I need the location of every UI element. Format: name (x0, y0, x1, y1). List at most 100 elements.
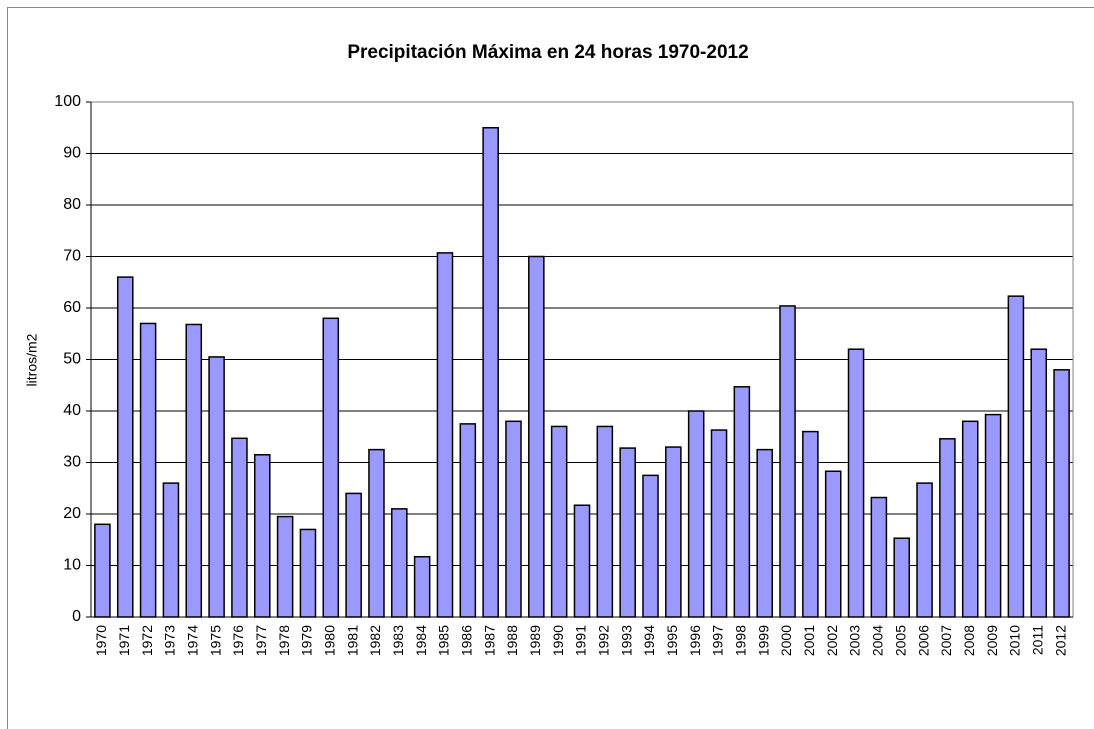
y-tick-label: 20 (63, 505, 81, 522)
bar (802, 430, 819, 618)
bar (299, 528, 317, 618)
y-tick-label: 0 (72, 608, 81, 625)
bar (847, 348, 865, 618)
bar (961, 420, 979, 618)
bar (710, 429, 728, 618)
y-tick-label: 70 (63, 248, 81, 265)
x-tick-label: 1970 (93, 625, 109, 656)
x-tick-label: 1984 (413, 625, 429, 656)
bar (939, 438, 956, 618)
x-tick-label: 1997 (710, 625, 726, 656)
bar (824, 470, 842, 618)
x-tick-label: 2000 (778, 625, 794, 656)
x-tick-label: 1994 (641, 625, 657, 656)
bar (231, 437, 248, 618)
x-tick-label: 1979 (299, 625, 315, 656)
y-tick-label: 100 (54, 93, 81, 110)
bar (1030, 348, 1048, 618)
x-tick-label: 2011 (1029, 625, 1045, 655)
x-tick-label: 1974 (184, 625, 200, 656)
bar (505, 420, 522, 618)
bar (413, 555, 431, 618)
x-tick-label: 1972 (139, 625, 155, 656)
bar (162, 482, 180, 618)
y-tick-label: 50 (63, 351, 81, 368)
x-tick-label: 1971 (116, 625, 132, 656)
bar (368, 448, 385, 618)
chart-title: Precipitación Máxima en 24 horas 1970-20… (347, 42, 748, 63)
bar (756, 448, 773, 618)
bar (482, 127, 499, 618)
bar (116, 276, 134, 618)
bar (779, 305, 796, 618)
x-tick-label: 2012 (1052, 625, 1068, 656)
x-tick-label: 2005 (892, 625, 908, 656)
x-tick-label: 1982 (367, 625, 383, 656)
bar (870, 496, 888, 618)
x-tick-label: 1987 (481, 625, 497, 656)
bar (916, 482, 933, 618)
x-tick-label: 1973 (162, 625, 178, 656)
bar (1053, 369, 1070, 618)
x-tick-label: 2001 (801, 625, 817, 656)
x-tick-label: 1998 (733, 625, 749, 656)
bar (391, 508, 408, 618)
y-axis-label: litros/m2 (24, 333, 40, 386)
x-tick-label: 1999 (755, 625, 771, 656)
bar (665, 446, 682, 618)
x-tick-label: 2010 (1007, 625, 1023, 656)
x-tick-label: 1980 (321, 625, 337, 656)
x-tick-label: 1989 (527, 625, 543, 656)
x-tick-label: 1976 (230, 625, 246, 656)
bar (687, 410, 705, 618)
x-tick-label: 1988 (504, 625, 520, 656)
bar (322, 317, 340, 618)
bar (893, 537, 911, 618)
bar (185, 323, 203, 618)
x-tick-label: 2003 (847, 625, 863, 656)
x-tick-label: 1995 (664, 625, 680, 656)
x-tick-label: 1977 (253, 625, 269, 656)
bar (139, 322, 157, 618)
x-tick-label: 2004 (870, 625, 886, 656)
x-tick-label: 1991 (573, 625, 589, 656)
x-tick-label: 2008 (961, 625, 977, 656)
bar (550, 425, 568, 618)
bar (253, 454, 271, 618)
bar (1007, 295, 1025, 618)
x-tick-label: 1985 (436, 625, 452, 656)
bar (596, 425, 614, 618)
x-tick-label: 2007 (938, 625, 954, 656)
x-tick-label: 1993 (618, 625, 634, 656)
bar (208, 356, 225, 618)
bar (528, 255, 545, 618)
x-tick-label: 1981 (344, 625, 360, 656)
x-tick-label: 1996 (687, 625, 703, 656)
y-tick-label: 60 (63, 299, 81, 316)
x-tick-label: 2009 (984, 625, 1000, 656)
bar (459, 423, 477, 618)
chart-frame (7, 7, 1094, 729)
x-tick-label: 2006 (915, 625, 931, 656)
y-tick-label: 80 (63, 196, 81, 213)
bar (619, 447, 636, 618)
bar (436, 252, 454, 618)
bar (573, 504, 591, 618)
x-tick-label: 1986 (459, 625, 475, 656)
x-tick-label: 2002 (824, 625, 840, 656)
x-tick-label: 1992 (596, 625, 612, 656)
bar (642, 474, 659, 618)
x-tick-label: 1978 (276, 625, 292, 656)
y-tick-label: 40 (63, 402, 81, 419)
y-tick-label: 10 (63, 557, 81, 574)
x-tick-label: 1983 (390, 625, 406, 656)
bar (345, 492, 362, 618)
x-tick-label: 1975 (207, 625, 223, 656)
x-tick-label: 1990 (550, 625, 566, 656)
bar (733, 386, 751, 618)
bar (94, 523, 111, 618)
bar (984, 413, 1002, 618)
y-tick-label: 30 (63, 454, 81, 471)
bar (276, 515, 294, 618)
